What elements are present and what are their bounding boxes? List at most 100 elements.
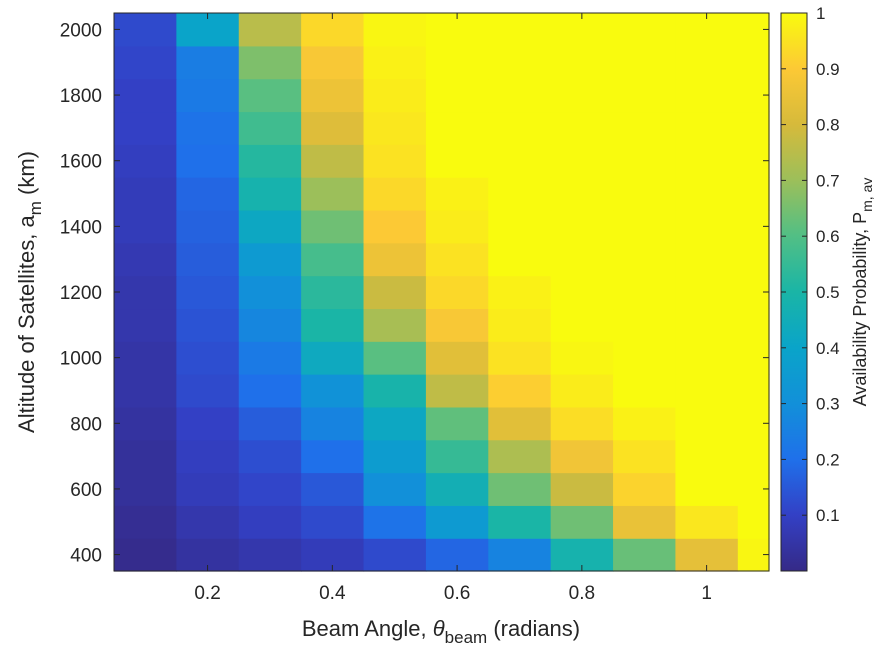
heatmap-cell — [176, 472, 240, 506]
x-tick-label: 0.8 — [569, 583, 595, 604]
heatmap-cell — [675, 505, 739, 539]
y-tick-label: 1600 — [60, 152, 102, 173]
heatmap-cell — [613, 78, 677, 113]
heatmap-cell — [114, 275, 177, 310]
heatmap-cell — [363, 111, 427, 145]
heatmap-cell — [114, 242, 177, 277]
heatmap-cell — [425, 439, 489, 474]
heatmap-cell — [176, 341, 240, 375]
heatmap-cell — [613, 439, 677, 474]
heatmap-cell — [425, 341, 489, 375]
heatmap-cell — [425, 177, 489, 211]
heatmap-cell — [176, 374, 240, 408]
heatmap-cell — [114, 308, 177, 342]
heatmap-cell — [176, 45, 240, 80]
heatmap-cell — [176, 209, 240, 244]
heatmap-cell — [675, 439, 739, 474]
heatmap-cell — [550, 144, 614, 178]
colorbar-tick-label: 0.4 — [816, 339, 840, 358]
heatmap-cell — [114, 111, 177, 145]
heatmap-cell — [488, 406, 552, 441]
heatmap-cell — [613, 308, 677, 342]
heatmap-cell — [176, 177, 240, 211]
heatmap-cell — [363, 13, 427, 47]
heatmap-cell — [675, 406, 739, 441]
heatmap-cells — [114, 13, 770, 572]
colorbar-tick-label: 0.7 — [816, 171, 840, 190]
heatmap-cell — [425, 308, 489, 342]
heatmap-cell — [425, 406, 489, 441]
heatmap-cell — [613, 374, 677, 408]
heatmap-cell — [737, 242, 770, 277]
heatmap-cell — [550, 505, 614, 539]
heatmap-cell — [301, 406, 365, 441]
heatmap-cell — [737, 505, 770, 539]
heatmap-cell — [613, 111, 677, 145]
heatmap-cell — [425, 78, 489, 113]
colorbar-tick-label: 0.6 — [816, 227, 840, 246]
heatmap-cell — [301, 308, 365, 342]
y-tick-label: 800 — [70, 414, 102, 435]
heatmap-cell — [613, 144, 677, 178]
heatmap-cell — [550, 111, 614, 145]
heatmap-cell — [550, 78, 614, 113]
y-tick-label: 1000 — [60, 349, 102, 370]
colorbar-tick-label: 0.2 — [816, 450, 840, 469]
heatmap-cell — [363, 308, 427, 342]
heatmap-cell — [114, 538, 177, 572]
heatmap-cell — [114, 209, 177, 244]
heatmap-cell — [425, 45, 489, 80]
heatmap-cell — [425, 505, 489, 539]
y-tick-label: 1200 — [60, 283, 102, 304]
y-axis-label: Altitude of Satellites, am (km) — [14, 151, 45, 433]
heatmap-cell — [238, 308, 302, 342]
heatmap-cell — [363, 374, 427, 408]
heatmap-cell — [550, 308, 614, 342]
heatmap-cell — [488, 177, 552, 211]
heatmap-cell — [238, 538, 302, 572]
y-tick-label: 1400 — [60, 217, 102, 238]
heatmap-cell — [425, 111, 489, 145]
heatmap-cell — [301, 505, 365, 539]
heatmap-cell — [737, 374, 770, 408]
heatmap-cell — [301, 374, 365, 408]
heatmap-cell — [363, 439, 427, 474]
heatmap-cell — [613, 472, 677, 506]
heatmap-cell — [613, 45, 677, 80]
heatmap-cell — [737, 308, 770, 342]
heatmap-cell — [238, 242, 302, 277]
heatmap-cell — [238, 78, 302, 113]
heatmap-cell — [238, 406, 302, 441]
heatmap-cell — [363, 341, 427, 375]
x-tick-label: 0.6 — [444, 583, 470, 604]
heatmap-cell — [176, 505, 240, 539]
heatmap-cell — [737, 177, 770, 211]
heatmap-cell — [488, 505, 552, 539]
heatmap-cell — [550, 472, 614, 506]
heatmap-cell — [675, 374, 739, 408]
x-axis-label: Beam Angle, θbeam (radians) — [302, 616, 580, 647]
heatmap-cell — [675, 78, 739, 113]
heatmap-cell — [114, 78, 177, 113]
heatmap-cell — [238, 505, 302, 539]
heatmap-cell — [488, 275, 552, 310]
heatmap-cell — [488, 472, 552, 506]
heatmap-cell — [613, 209, 677, 244]
heatmap-cell — [675, 45, 739, 80]
heatmap-cell — [238, 144, 302, 178]
heatmap-cell — [114, 439, 177, 474]
heatmap-cell — [238, 275, 302, 310]
heatmap-cell — [363, 177, 427, 211]
heatmap-cell — [114, 505, 177, 539]
heatmap-cell — [114, 472, 177, 506]
heatmap-cell — [176, 439, 240, 474]
heatmap-cell — [114, 144, 177, 178]
heatmap-cell — [238, 472, 302, 506]
heatmap-cell — [176, 144, 240, 178]
heatmap-cell — [488, 439, 552, 474]
heatmap-cell — [301, 209, 365, 244]
colorbar-tick-label: 0.5 — [816, 283, 840, 302]
colorbar-tick-label: 0.8 — [816, 116, 840, 135]
heatmap-cell — [488, 374, 552, 408]
heatmap-cell — [675, 472, 739, 506]
